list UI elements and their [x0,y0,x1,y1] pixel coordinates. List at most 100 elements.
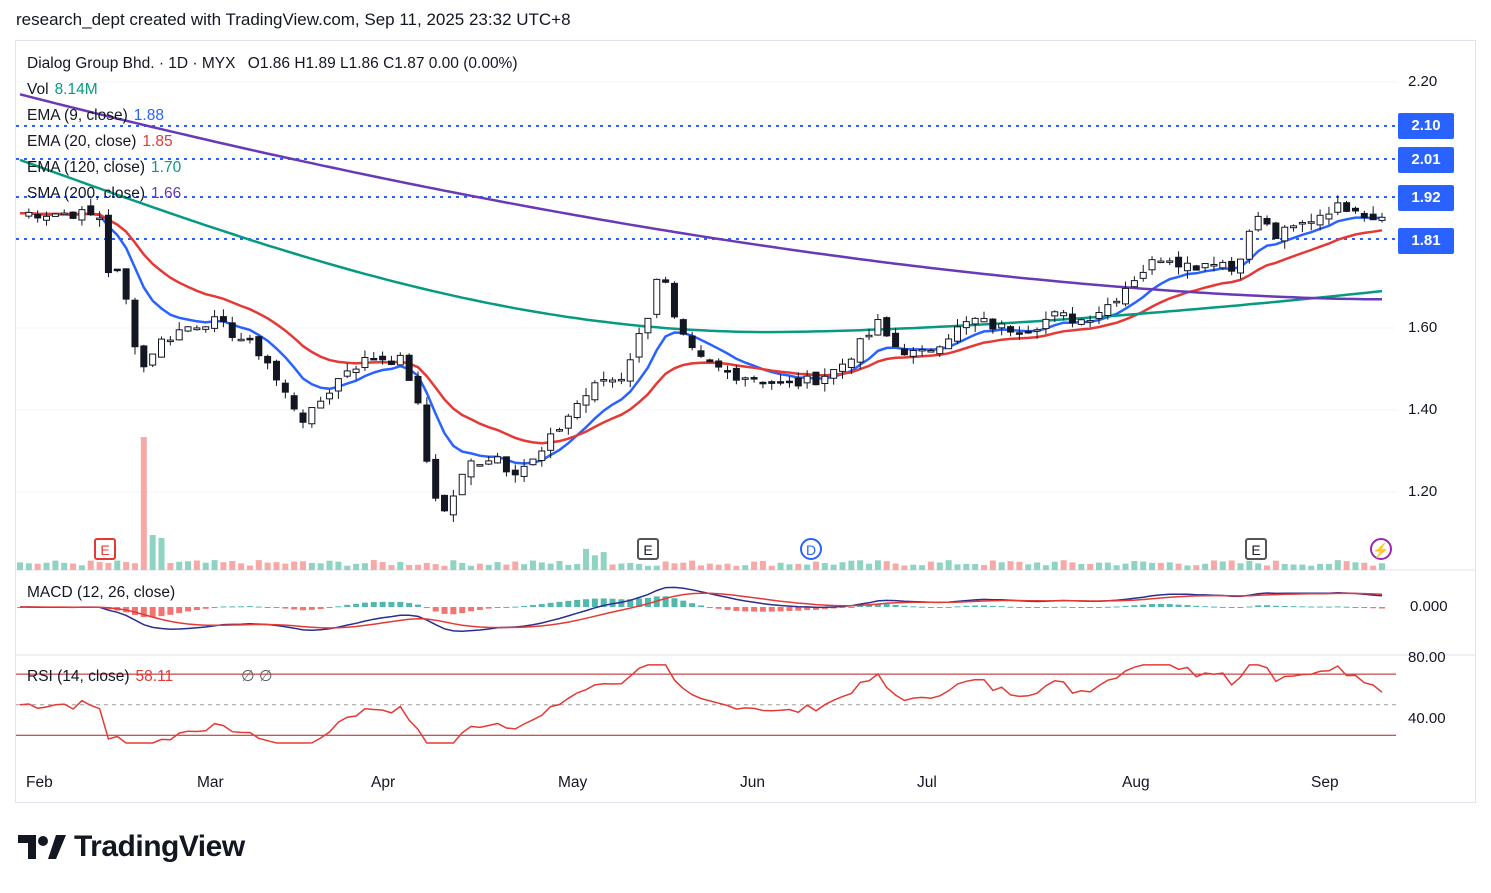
candle [246,334,254,344]
earnings-marker-aug[interactable]: E [1245,538,1267,560]
ema120-label[interactable]: EMA (120, close) [27,159,146,176]
macd-histogram-bar [1140,604,1147,607]
legend-ema120: EMA (120, close) 1.70 [27,159,181,177]
macd-histogram-bar [353,603,360,607]
level-box-1.81[interactable]: 1.81 [1398,228,1454,254]
candle-body [1113,300,1121,304]
candle [184,326,192,333]
volume-bar [308,562,315,570]
candle-body [1263,217,1271,225]
candle [352,365,360,380]
candle-body [299,412,307,423]
earnings-marker-feb[interactable]: E [94,538,116,560]
earnings-marker-may[interactable]: E [637,538,659,560]
candle [794,372,802,390]
candle [87,198,95,216]
candle-body [405,354,413,381]
volume-bar [1281,563,1288,570]
level-box-2.01[interactable]: 2.01 [1398,147,1454,173]
candle-body [1325,213,1333,220]
candle-body [352,368,360,374]
candle [573,400,581,420]
volume-bar [874,560,881,570]
macd-histogram-bar [379,601,386,607]
candle-body [1077,319,1085,325]
level-box-2.10[interactable]: 2.10 [1398,113,1454,139]
rsi-label[interactable]: RSI (14, close) [27,668,130,685]
candle [219,309,227,328]
candle [989,318,997,334]
candle-body [1316,214,1324,226]
candle [883,316,891,337]
candle [511,464,519,483]
volume-bar [140,437,147,570]
macd-histogram-bar [1299,606,1306,608]
candle [909,347,917,364]
volume-bar [1352,562,1359,570]
candle-body [1307,221,1315,224]
candle-body [1254,215,1262,231]
candle [953,319,961,345]
candle-body [962,321,970,329]
candle-body [104,214,112,274]
volume-bar [503,564,510,570]
candle-body [1148,259,1156,271]
volume-bar [768,565,775,570]
volume-bar [591,555,598,570]
flash-event-icon[interactable]: ⚡ [1370,538,1392,560]
candle [529,458,537,466]
ema120-line [19,158,1383,334]
macd-histogram-bar [644,597,651,607]
macd-histogram-bar [468,607,475,612]
volume-bar [185,561,192,570]
candle [697,345,705,358]
candle-body [69,211,77,219]
macd-label[interactable]: MACD (12, 26, close) [27,584,176,601]
candle [1060,309,1068,321]
candle-body [821,375,829,385]
ema20-label[interactable]: EMA (20, close) [27,133,137,150]
candle-body [989,318,997,330]
volume-bar [1193,565,1200,570]
macd-histogram-bar [1334,606,1341,608]
candle-body [644,317,652,334]
candle-body [149,353,157,366]
candle [60,209,68,216]
candle [679,318,687,336]
candle-body [78,209,86,221]
macd-histogram-bar [874,603,881,607]
macd-histogram-bar [706,607,713,608]
candle [936,345,944,357]
candle [715,358,723,372]
ema9-label[interactable]: EMA (9, close) [27,107,128,124]
macd-histogram-bar [892,604,899,607]
volume-bar [238,563,245,570]
candle [175,322,183,341]
rsi-extra: ∅ ∅ [241,668,273,685]
candle [874,313,882,336]
candle-body [1236,258,1244,274]
macd-histogram-bar [176,607,183,614]
candle-body [43,215,51,221]
candle [741,376,749,387]
vol-label[interactable]: Vol [27,81,49,98]
sma200-label[interactable]: SMA (200, close) [27,185,146,202]
candle-body [423,404,431,462]
candle-body [326,392,334,400]
candle [653,278,661,319]
volume-bar [618,563,625,570]
candle [34,210,42,223]
volume-bar [1334,560,1341,570]
macd-histogram-bar [538,604,545,607]
symbol-title[interactable]: Dialog Group Bhd. · 1D · MYX [27,55,236,72]
macd-histogram-bar [459,607,466,614]
legend-title-row: Dialog Group Bhd. · 1D · MYX O1.86 H1.89… [27,55,518,73]
candle-body [122,268,130,300]
candle-body [1157,260,1165,264]
level-box-1.92[interactable]: 1.92 [1398,185,1454,211]
dividend-marker[interactable]: D [800,538,822,560]
candle [591,380,599,403]
macd-histogram-bar [521,605,528,607]
price-tick-1.40: 1.40 [1408,401,1438,418]
